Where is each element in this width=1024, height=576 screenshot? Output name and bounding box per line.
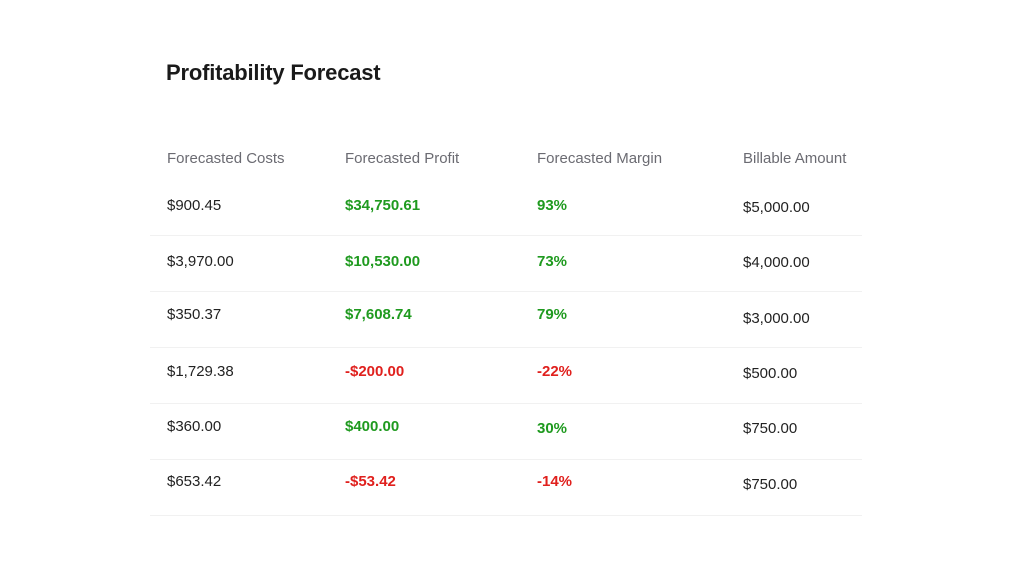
table-row[interactable]: $3,970.00 $10,530.00 73% $4,000.00 [150, 236, 862, 292]
table-row[interactable]: $360.00 $400.00 30% $750.00 [150, 404, 862, 460]
column-header-forecasted-profit[interactable]: Forecasted Profit [345, 150, 460, 167]
forecasted-costs-cell: $653.42 [167, 473, 222, 490]
table-row[interactable]: $350.37 $7,608.74 79% $3,000.00 [150, 292, 862, 348]
row-divider [150, 515, 862, 516]
table-row[interactable]: $900.45 $34,750.61 93% $5,000.00 [150, 180, 862, 236]
page-title: Profitability Forecast [166, 60, 381, 85]
row-divider [150, 235, 862, 236]
billable-amount-cell: $500.00 [743, 365, 798, 382]
forecasted-margin-cell: -14% [537, 473, 573, 490]
forecasted-costs-cell: $1,729.38 [167, 363, 234, 380]
forecasted-profit-cell: $34,750.61 [345, 197, 421, 214]
forecasted-margin-cell: 79% [537, 306, 568, 323]
forecasted-margin-cell: 93% [537, 197, 568, 214]
forecasted-profit-cell: $10,530.00 [345, 253, 421, 270]
row-divider [150, 403, 862, 404]
forecasted-margin-cell: -22% [537, 363, 573, 380]
row-divider [150, 459, 862, 460]
billable-amount-cell: $4,000.00 [743, 254, 810, 271]
forecasted-profit-cell: $400.00 [345, 418, 400, 435]
table-row[interactable]: $1,729.38 -$200.00 -22% $500.00 [150, 348, 862, 404]
billable-amount-cell: $3,000.00 [743, 310, 810, 327]
forecasted-costs-cell: $900.45 [167, 197, 222, 214]
forecasted-profit-cell: -$200.00 [345, 363, 405, 380]
forecasted-profit-cell: $7,608.74 [345, 306, 412, 323]
table-row[interactable]: $653.42 -$53.42 -14% $750.00 [150, 460, 862, 516]
billable-amount-cell: $5,000.00 [743, 199, 810, 216]
row-divider [150, 291, 862, 292]
forecasted-margin-cell: 73% [537, 253, 568, 270]
column-header-billable-amount[interactable]: Billable Amount [743, 150, 847, 167]
forecasted-costs-cell: $360.00 [167, 418, 222, 435]
billable-amount-cell: $750.00 [743, 476, 798, 493]
forecasted-margin-cell: 30% [537, 420, 568, 437]
column-header-forecasted-margin[interactable]: Forecasted Margin [537, 150, 663, 167]
forecasted-profit-cell: -$53.42 [345, 473, 396, 490]
forecast-table: Forecasted Costs Forecasted Profit Forec… [150, 140, 862, 516]
column-header-forecasted-costs[interactable]: Forecasted Costs [167, 150, 285, 167]
table-header-row: Forecasted Costs Forecasted Profit Forec… [150, 140, 862, 180]
row-divider [150, 347, 862, 348]
forecasted-costs-cell: $3,970.00 [167, 253, 234, 270]
forecasted-costs-cell: $350.37 [167, 306, 222, 323]
billable-amount-cell: $750.00 [743, 420, 798, 437]
